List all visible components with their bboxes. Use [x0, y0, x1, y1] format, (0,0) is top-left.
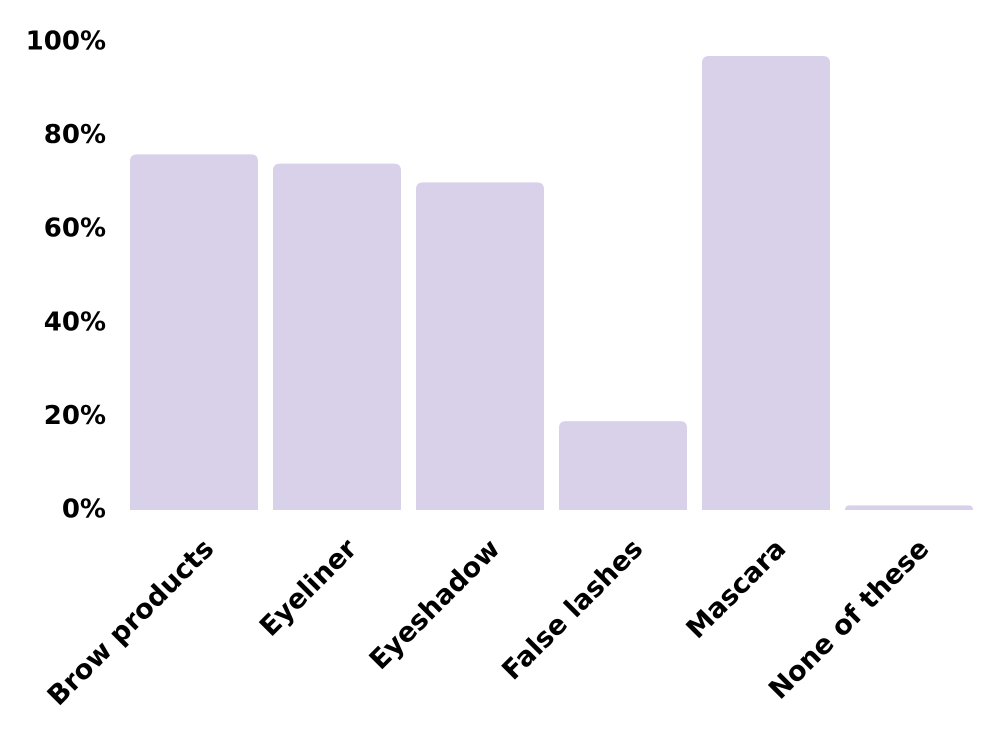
y-tick-label: 0%: [62, 495, 106, 525]
x-tick-label: None of these: [763, 533, 935, 705]
x-tick-label: False lashes: [496, 533, 649, 686]
bar: [416, 182, 544, 510]
bar: [702, 56, 830, 510]
y-tick-label: 100%: [26, 27, 106, 57]
bar: [845, 505, 973, 510]
y-tick-label: 60%: [44, 214, 106, 244]
bar: [559, 421, 687, 510]
bar: [130, 154, 258, 510]
x-tick-label: Eyeshadow: [364, 533, 507, 676]
y-tick-label: 80%: [44, 120, 106, 150]
y-tick-label: 20%: [44, 401, 106, 431]
y-tick-label: 40%: [44, 307, 106, 337]
x-tick-label: Eyeliner: [254, 533, 364, 643]
x-tick-label: Mascara: [681, 533, 793, 645]
x-tick-label: Brow products: [42, 533, 221, 712]
bar: [273, 163, 401, 510]
